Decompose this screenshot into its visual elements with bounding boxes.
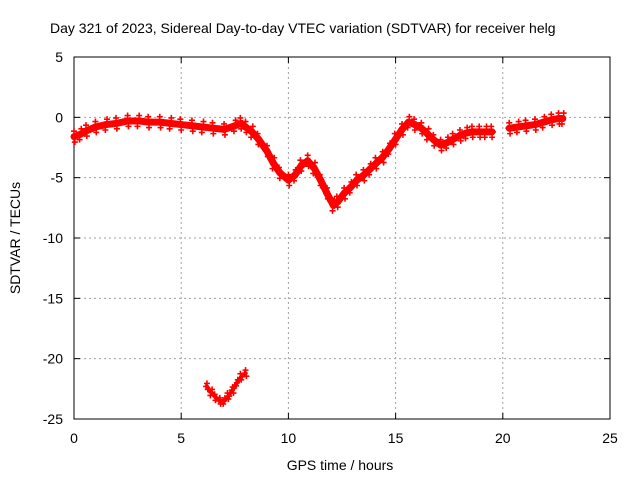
data-point [113, 114, 120, 121]
data-point [560, 110, 567, 117]
x-tick-label: 15 [388, 430, 404, 446]
data-point [406, 113, 413, 120]
y-tick-label: -5 [51, 170, 64, 186]
data-point [532, 127, 539, 134]
x-tick-label: 0 [70, 430, 78, 446]
chart-title: Day 321 of 2023, Sidereal Day-to-day VTE… [50, 20, 556, 36]
axis-ticks [73, 56, 611, 420]
y-tick-label: -15 [43, 290, 63, 306]
y-tick-label: -10 [43, 230, 63, 246]
data-point [286, 182, 293, 189]
data-points [70, 110, 567, 407]
x-tick-label: 10 [281, 430, 297, 446]
data-point [168, 114, 175, 121]
data-point [438, 147, 445, 154]
data-point [522, 117, 529, 124]
data-point [221, 131, 228, 138]
x-tick-label: 20 [495, 430, 511, 446]
y-tick-label: 5 [55, 49, 63, 65]
data-point [507, 130, 514, 137]
y-tick-label: 0 [55, 109, 63, 125]
x-tick-labels: 0 5 10 15 20 25 [70, 430, 618, 446]
data-point [166, 125, 173, 132]
x-tick-label: 5 [177, 430, 185, 446]
y-axis-label: SDTVAR / TECUs [7, 182, 23, 294]
y-tick-label: -20 [43, 351, 63, 367]
x-axis-label: GPS time / hours [287, 457, 394, 473]
grid-lines [74, 57, 610, 419]
data-point [198, 129, 205, 136]
y-tick-label: -25 [43, 411, 63, 427]
y-tick-labels: -25 -20 -15 -10 -5 0 5 [43, 49, 63, 427]
data-point [136, 112, 143, 119]
data-point [468, 123, 475, 130]
data-point [548, 111, 555, 118]
data-point [71, 139, 78, 146]
data-point [329, 207, 336, 214]
data-band [239, 371, 248, 379]
data-point [200, 118, 207, 125]
data-point [237, 114, 244, 121]
x-tick-label: 25 [602, 430, 618, 446]
